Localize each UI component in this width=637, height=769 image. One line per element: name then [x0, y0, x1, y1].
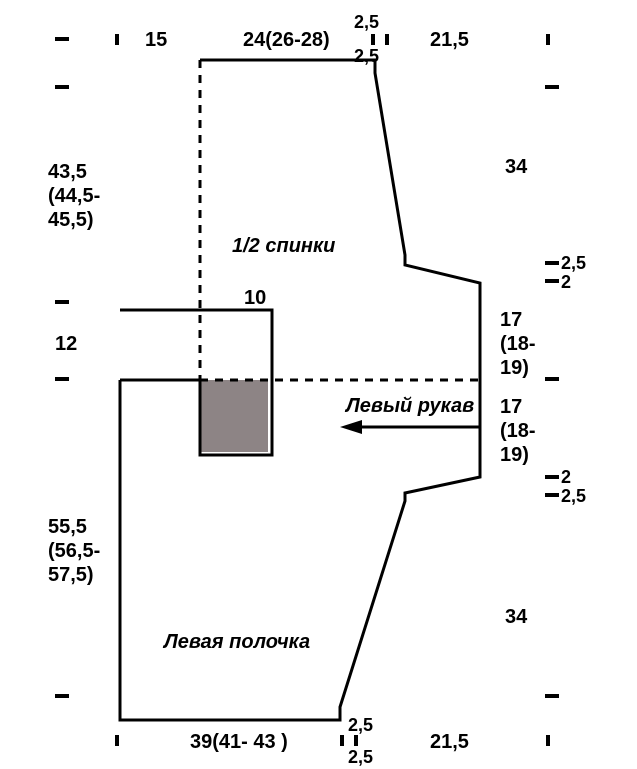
label-back: 1/2 спинки — [232, 234, 335, 258]
tick — [545, 85, 559, 89]
dim-top-15: 15 — [145, 28, 167, 52]
dim-left-43-5: 43,5 (44,5- 45,5) — [48, 160, 100, 232]
tick — [545, 694, 559, 698]
dim-left-55-5: 55,5 (56,5- 57,5) — [48, 515, 100, 587]
dim-right-17b: 17 (18- 19) — [500, 395, 536, 467]
tick — [545, 377, 559, 381]
sleeve-arrow-head — [340, 420, 362, 434]
tick — [340, 735, 344, 746]
tick — [371, 34, 375, 45]
dim-bot-2-5b: 2,5 — [348, 747, 373, 769]
tick — [55, 300, 69, 304]
dim-right-34a: 34 — [505, 155, 527, 179]
dim-bot-39: 39(41- 43 ) — [190, 730, 288, 754]
label-sleeve: Левый рукав — [346, 394, 474, 418]
tick — [546, 735, 550, 746]
tick — [545, 493, 559, 497]
tick — [546, 34, 550, 45]
dim-bot-2-5a: 2,5 — [348, 715, 373, 737]
dim-left-12: 12 — [55, 332, 77, 356]
dim-mid-10: 10 — [244, 286, 266, 310]
tick — [545, 279, 559, 283]
dim-bot-21-5: 21,5 — [430, 730, 469, 754]
tick — [545, 261, 559, 265]
tick — [545, 475, 559, 479]
gray-overlap-rect — [200, 380, 268, 452]
tick — [55, 694, 69, 698]
label-front: Левая полочка — [164, 630, 310, 654]
tick — [385, 34, 389, 45]
dim-right-2-5b: 2,5 — [561, 486, 586, 508]
tick — [55, 85, 69, 89]
dim-top-2-5b: 2,5 — [354, 46, 379, 68]
tick — [115, 34, 119, 45]
dim-top-24: 24(26-28) — [243, 28, 330, 52]
schematic-canvas: 15 24(26-28) 2,5 2,5 21,5 43,5 (44,5- 45… — [0, 0, 637, 768]
dim-right-34b: 34 — [505, 605, 527, 629]
dim-right-2a: 2 — [561, 272, 571, 294]
back-outline — [200, 60, 480, 380]
front-outline — [120, 310, 480, 720]
tick — [55, 37, 69, 41]
dim-right-17a: 17 (18- 19) — [500, 308, 536, 380]
tick — [55, 377, 69, 381]
dim-top-2-5a: 2,5 — [354, 12, 379, 34]
tick — [115, 735, 119, 746]
schematic-svg — [0, 0, 637, 768]
dim-top-21-5: 21,5 — [430, 28, 469, 52]
tick — [354, 735, 358, 746]
